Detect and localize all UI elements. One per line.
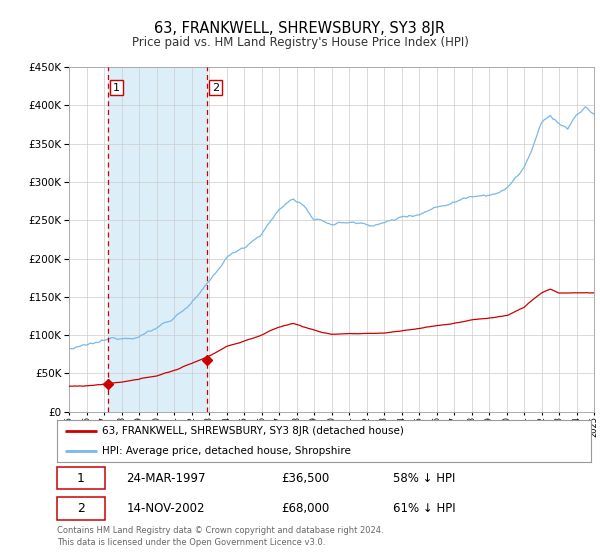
Text: 24-MAR-1997: 24-MAR-1997	[127, 472, 206, 485]
Text: 14-NOV-2002: 14-NOV-2002	[127, 502, 205, 515]
Text: 58% ↓ HPI: 58% ↓ HPI	[394, 472, 456, 485]
Text: HPI: Average price, detached house, Shropshire: HPI: Average price, detached house, Shro…	[103, 446, 351, 456]
Text: Contains HM Land Registry data © Crown copyright and database right 2024.
This d: Contains HM Land Registry data © Crown c…	[57, 526, 383, 547]
Text: 2: 2	[212, 83, 219, 93]
Text: 63, FRANKWELL, SHREWSBURY, SY3 8JR: 63, FRANKWELL, SHREWSBURY, SY3 8JR	[154, 21, 446, 36]
Text: 61% ↓ HPI: 61% ↓ HPI	[394, 502, 456, 515]
Text: 63, FRANKWELL, SHREWSBURY, SY3 8JR (detached house): 63, FRANKWELL, SHREWSBURY, SY3 8JR (deta…	[103, 426, 404, 436]
FancyBboxPatch shape	[57, 497, 105, 520]
Text: 1: 1	[113, 83, 120, 93]
Bar	[108, 67, 207, 412]
FancyBboxPatch shape	[57, 467, 105, 489]
Text: 2: 2	[77, 502, 85, 515]
Text: 1: 1	[77, 472, 85, 485]
Text: £36,500: £36,500	[281, 472, 329, 485]
Text: Price paid vs. HM Land Registry's House Price Index (HPI): Price paid vs. HM Land Registry's House …	[131, 36, 469, 49]
Text: £68,000: £68,000	[281, 502, 329, 515]
